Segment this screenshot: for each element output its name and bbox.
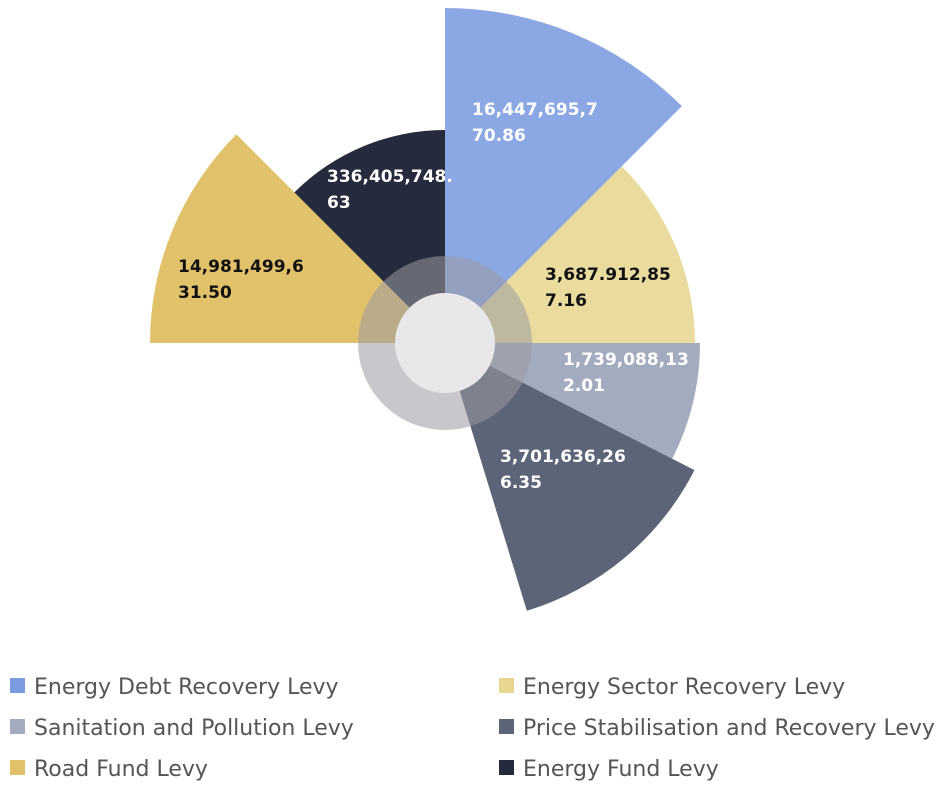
legend-label: Sanitation and Pollution Levy (34, 716, 354, 741)
legend-swatch (499, 719, 514, 734)
value-label-line: 31.50 (178, 283, 232, 303)
value-label-line: 336,405,748. (327, 167, 453, 187)
legend-swatch (10, 760, 25, 775)
value-label-line: 3,687.912,85 (545, 265, 671, 285)
value-label-line: 3,701,636,26 (500, 447, 626, 467)
value-label: 14,981,499,6 31.50 (178, 257, 304, 303)
sector (150, 134, 445, 343)
center-disc (395, 293, 495, 393)
value-label: 3,687.912,85 7.16 (545, 265, 671, 311)
legend-label: Energy Fund Levy (523, 757, 719, 782)
value-label-line: 1,739,088,13 (563, 350, 689, 370)
legend-swatch (10, 719, 25, 734)
value-label: 1,739,088,13 2.01 (563, 350, 689, 396)
labels: 16,447,695,7 70.86 3,687.912,85 7.16 1,739,0… (178, 100, 689, 493)
legend-label: Energy Sector Recovery Levy (523, 675, 845, 700)
sector (445, 8, 682, 343)
value-label-line: 14,981,499,6 (178, 257, 304, 277)
legend-label: Road Fund Levy (34, 757, 208, 782)
legend-swatch (499, 678, 514, 693)
value-label-line: 70.86 (472, 126, 526, 146)
value-label: 3,701,636,26 6.35 (500, 447, 626, 493)
sector (445, 343, 695, 611)
inner-ring (358, 256, 532, 430)
value-label: 336,405,748. 63 (327, 167, 453, 213)
value-label: 16,447,695,7 70.86 (472, 100, 598, 146)
value-label-line: 7.16 (545, 291, 587, 311)
value-label-line: 6.35 (500, 473, 542, 493)
legend-swatch (10, 678, 25, 693)
value-label-line: 16,447,695,7 (472, 100, 598, 120)
legend-label: Price Stabilisation and Recovery Levy (523, 716, 935, 741)
value-label-line: 63 (327, 193, 351, 213)
value-label-line: 2.01 (563, 376, 605, 396)
legend: Energy Debt Recovery Levy Energy Sector R… (10, 675, 935, 782)
legend-label: Energy Debt Recovery Levy (34, 675, 339, 700)
legend-swatch (499, 760, 514, 775)
